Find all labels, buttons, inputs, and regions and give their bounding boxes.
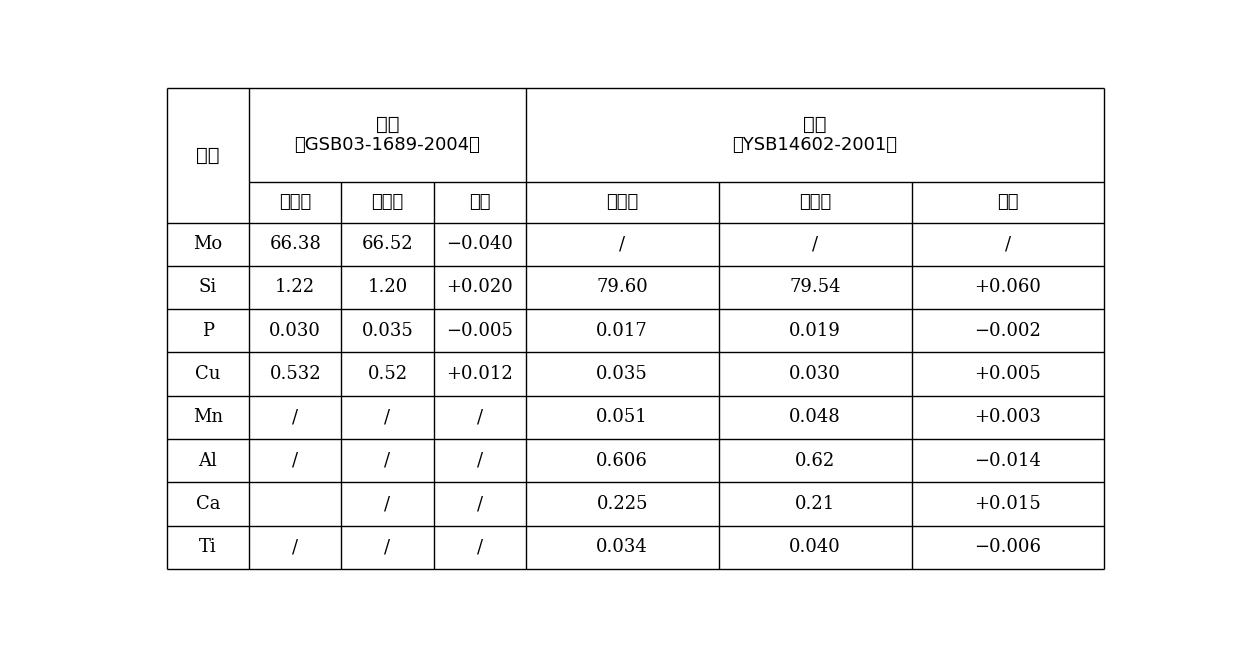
Text: +0.020: +0.020 <box>446 279 513 297</box>
Text: −0.014: −0.014 <box>975 452 1042 470</box>
Text: −0.005: −0.005 <box>446 322 513 340</box>
Text: 1.20: 1.20 <box>367 279 408 297</box>
Text: P: P <box>202 322 213 340</box>
Text: 1.22: 1.22 <box>275 279 315 297</box>
Text: 本方案: 本方案 <box>279 193 311 211</box>
Text: 0.62: 0.62 <box>795 452 836 470</box>
Text: 0.035: 0.035 <box>362 322 413 340</box>
Text: 标准値: 标准値 <box>799 193 831 211</box>
Text: 0.034: 0.034 <box>596 538 649 557</box>
Text: +0.012: +0.012 <box>446 365 513 383</box>
Text: Al: Al <box>198 452 217 470</box>
Text: 0.225: 0.225 <box>596 495 649 513</box>
Text: 本方案: 本方案 <box>606 193 639 211</box>
Text: /: / <box>1004 235 1011 253</box>
Text: −0.006: −0.006 <box>975 538 1042 557</box>
Text: 0.035: 0.035 <box>596 365 649 383</box>
Text: 79.54: 79.54 <box>790 279 841 297</box>
Text: 66.38: 66.38 <box>269 235 321 253</box>
Text: 0.606: 0.606 <box>596 452 649 470</box>
Text: 元素: 元素 <box>196 146 219 165</box>
Text: 标准値: 标准値 <box>371 193 403 211</box>
Text: 0.051: 0.051 <box>596 408 649 426</box>
Text: −0.002: −0.002 <box>975 322 1042 340</box>
Text: （YSB14602-2001）: （YSB14602-2001） <box>733 135 898 154</box>
Text: 硅铁: 硅铁 <box>804 115 827 134</box>
Text: +0.003: +0.003 <box>975 408 1042 426</box>
Text: 偏差: 偏差 <box>997 193 1019 211</box>
Text: （GSB03-1689-2004）: （GSB03-1689-2004） <box>295 135 480 154</box>
Text: 0.030: 0.030 <box>789 365 841 383</box>
Text: /: / <box>384 408 391 426</box>
Text: /: / <box>476 408 482 426</box>
Text: +0.060: +0.060 <box>975 279 1042 297</box>
Text: /: / <box>476 452 482 470</box>
Text: /: / <box>476 495 482 513</box>
Text: 66.52: 66.52 <box>362 235 413 253</box>
Text: 0.017: 0.017 <box>596 322 649 340</box>
Text: /: / <box>384 452 391 470</box>
Text: 偏差: 偏差 <box>469 193 491 211</box>
Text: Si: Si <box>198 279 217 297</box>
Text: 0.52: 0.52 <box>367 365 408 383</box>
Text: +0.005: +0.005 <box>975 365 1042 383</box>
Text: /: / <box>476 538 482 557</box>
Text: +0.015: +0.015 <box>975 495 1042 513</box>
Text: −0.040: −0.040 <box>446 235 513 253</box>
Text: /: / <box>812 235 818 253</box>
Text: 79.60: 79.60 <box>596 279 649 297</box>
Text: 0.21: 0.21 <box>795 495 836 513</box>
Text: Ca: Ca <box>196 495 221 513</box>
Text: /: / <box>384 495 391 513</box>
Text: 0.040: 0.040 <box>789 538 841 557</box>
Text: Cu: Cu <box>195 365 221 383</box>
Text: Mo: Mo <box>193 235 222 253</box>
Text: /: / <box>619 235 625 253</box>
Text: 0.019: 0.019 <box>789 322 841 340</box>
Text: 0.532: 0.532 <box>269 365 321 383</box>
Text: Mn: Mn <box>193 408 223 426</box>
Text: /: / <box>293 452 299 470</box>
Text: /: / <box>384 538 391 557</box>
Text: /: / <box>293 408 299 426</box>
Text: 0.030: 0.030 <box>269 322 321 340</box>
Text: Ti: Ti <box>198 538 217 557</box>
Text: 0.048: 0.048 <box>789 408 841 426</box>
Text: 馒铁: 馒铁 <box>376 115 399 134</box>
Text: /: / <box>293 538 299 557</box>
